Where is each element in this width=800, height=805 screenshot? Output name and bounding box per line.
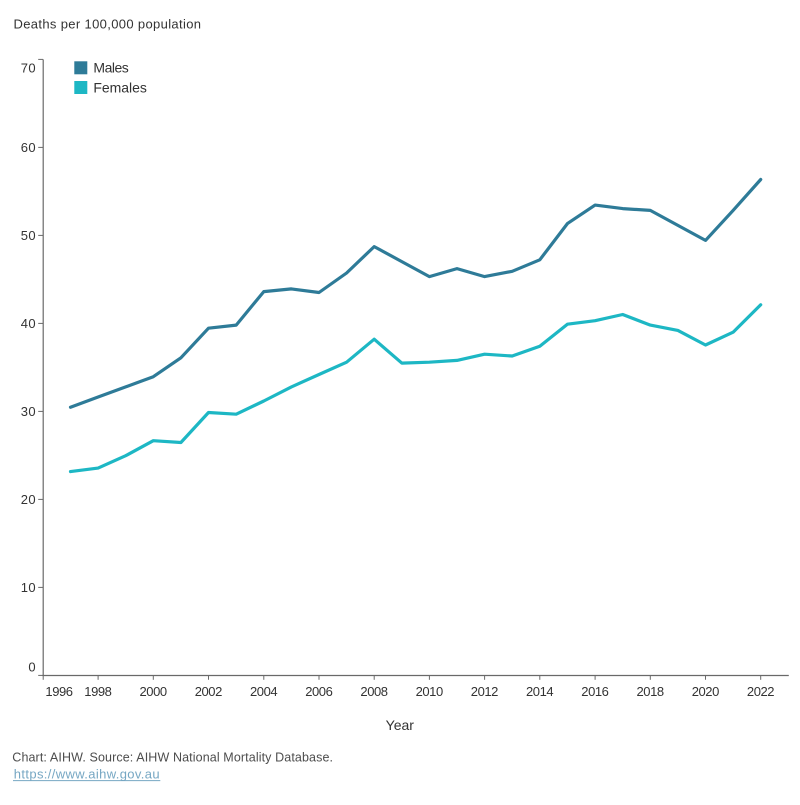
svg-text:Females: Females (93, 79, 146, 95)
svg-text:2022: 2022 (747, 684, 775, 699)
svg-text:Deaths per 100,000 population: Deaths per 100,000 population (14, 16, 202, 31)
svg-text:2014: 2014 (526, 684, 554, 699)
svg-text:50: 50 (21, 228, 36, 243)
svg-text:30: 30 (21, 404, 36, 419)
svg-text:40: 40 (21, 316, 36, 331)
svg-text:2000: 2000 (140, 684, 168, 699)
svg-text:1998: 1998 (84, 684, 112, 699)
svg-text:Year: Year (386, 717, 415, 733)
svg-text:70: 70 (21, 61, 36, 76)
svg-text:0: 0 (28, 659, 35, 674)
svg-text:2012: 2012 (471, 684, 499, 699)
svg-text:Males: Males (93, 60, 128, 76)
svg-text:2008: 2008 (360, 684, 388, 699)
svg-text:20: 20 (21, 492, 36, 507)
svg-text:2004: 2004 (250, 684, 278, 699)
svg-text:2006: 2006 (305, 684, 333, 699)
svg-text:2002: 2002 (195, 684, 223, 699)
svg-text:60: 60 (21, 140, 36, 155)
svg-text:2018: 2018 (637, 684, 665, 699)
svg-text:https://www.aihw.gov.au: https://www.aihw.gov.au (14, 767, 160, 782)
svg-text:2010: 2010 (416, 684, 444, 699)
svg-text:10: 10 (21, 580, 36, 595)
svg-text:2016: 2016 (581, 684, 609, 699)
svg-text:2020: 2020 (692, 684, 720, 699)
svg-text:Chart: AIHW. Source: AIHW Nati: Chart: AIHW. Source: AIHW National Morta… (12, 751, 333, 765)
svg-text:1996: 1996 (45, 684, 73, 699)
